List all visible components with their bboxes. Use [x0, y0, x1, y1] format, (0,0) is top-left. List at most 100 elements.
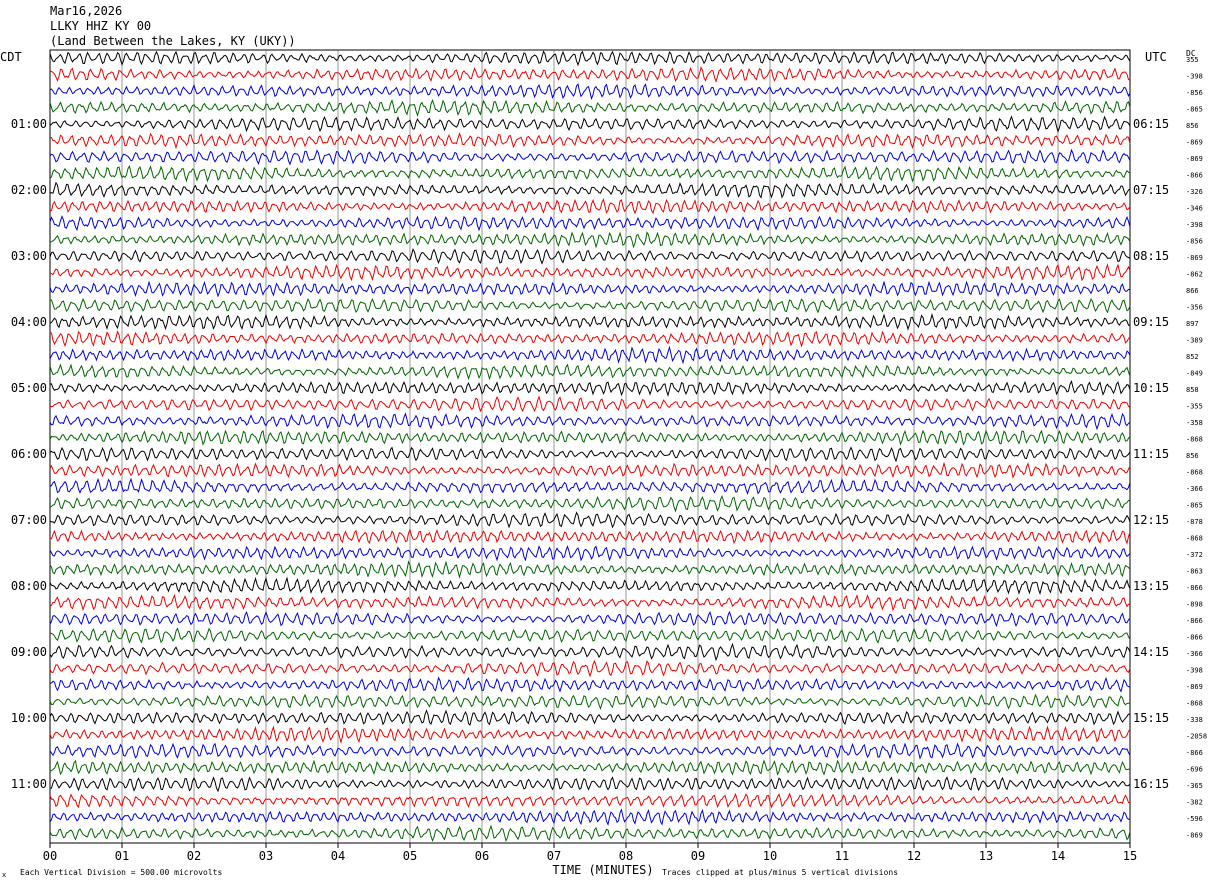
dc-offset-label: -868	[1186, 436, 1203, 444]
trace	[49, 412, 1131, 431]
x-axis-title: TIME (MINUTES)	[552, 863, 653, 877]
right-hour-label: 15:15	[1133, 711, 1169, 725]
minute-gridlines	[121, 50, 1059, 843]
trace	[49, 495, 1130, 513]
x-tick-label: 13	[979, 849, 993, 863]
trace	[49, 824, 1131, 843]
station-label: LLKY HHZ KY 00	[50, 19, 152, 33]
footer-scale-note: Each Vertical Division = 500.00 microvol…	[20, 868, 222, 877]
dc-offset-label: -866	[1186, 617, 1203, 625]
dc-offset-label: 852	[1186, 353, 1199, 361]
x-tick-label: 08	[619, 849, 633, 863]
footer-mark: x	[2, 871, 6, 879]
x-tick-label: 03	[259, 849, 273, 863]
x-tick-label: 05	[403, 849, 417, 863]
x-tick-label: 06	[475, 849, 489, 863]
dc-offset-label: -856	[1186, 238, 1203, 246]
right-hour-label: 07:15	[1133, 183, 1169, 197]
trace	[49, 545, 1131, 562]
trace	[49, 560, 1131, 579]
trace	[49, 330, 1131, 348]
dc-offset-label: -398	[1186, 73, 1203, 81]
trace	[49, 181, 1131, 199]
left-hour-label: 08:00	[11, 579, 47, 593]
right-hour-label: 08:15	[1133, 249, 1169, 263]
dc-offset-label: 856	[1186, 452, 1199, 460]
dc-offset-label: -863	[1186, 568, 1203, 576]
left-hour-label: 04:00	[11, 315, 47, 329]
dc-offset-label: -696	[1186, 766, 1203, 774]
dc-offset-label: -866	[1186, 749, 1203, 757]
trace	[49, 231, 1131, 249]
right-hour-label: 10:15	[1133, 381, 1169, 395]
dc-offset-label: -856	[1186, 89, 1203, 97]
left-timezone-label: CDT	[0, 50, 22, 64]
left-hour-label: 10:00	[11, 711, 47, 725]
dc-offset-label: -398	[1186, 667, 1203, 675]
trace	[49, 345, 1131, 365]
dc-offset-label: -346	[1186, 205, 1203, 213]
dc-offset-label: -898	[1186, 601, 1203, 609]
right-timezone-label: UTC	[1145, 50, 1167, 64]
trace	[49, 297, 1131, 314]
dc-offset-label: 858	[1186, 386, 1199, 394]
axis-labels: 00 01 02 03 04 05 06 07 08 09 10 11 12 13 14 15 355 -398 -…	[0, 49, 1207, 879]
dc-offset-label: -868	[1186, 535, 1203, 543]
left-hour-label: 11:00	[11, 777, 47, 791]
left-hour-label: 05:00	[11, 381, 47, 395]
trace	[49, 725, 1131, 744]
trace	[49, 776, 1131, 793]
dc-header-label: DC	[1186, 49, 1196, 58]
trace	[49, 280, 1130, 298]
dc-offset-label: -366	[1186, 650, 1203, 658]
dc-offset-label: -596	[1186, 815, 1203, 823]
dc-offset-label: -849	[1186, 370, 1203, 378]
x-tick-label: 02	[187, 849, 201, 863]
dc-offset-label: 897	[1186, 320, 1199, 328]
trace	[49, 709, 1130, 726]
trace	[49, 99, 1131, 117]
dc-offset-label: -366	[1186, 485, 1203, 493]
trace	[49, 132, 1131, 150]
left-hour-label: 09:00	[11, 645, 47, 659]
dc-offset-label: -338	[1186, 716, 1203, 724]
dc-offset-label: -382	[1186, 799, 1203, 807]
dc-offset-label: -866	[1186, 172, 1203, 180]
dc-offset-label: 866	[1186, 287, 1199, 295]
trace	[49, 363, 1131, 381]
dc-offset-label: -866	[1186, 634, 1203, 642]
seismic-traces	[49, 49, 1131, 843]
trace	[49, 792, 1130, 809]
left-hour-label: 01:00	[11, 117, 47, 131]
trace	[49, 248, 1131, 265]
right-hour-label: 14:15	[1133, 645, 1169, 659]
trace	[49, 263, 1131, 282]
dc-offset-label: -869	[1186, 832, 1203, 840]
plot-frame	[49, 49, 1131, 844]
trace	[49, 165, 1131, 183]
footer-clip-note: Traces clipped at plus/minus 5 vertical …	[662, 868, 898, 877]
trace	[49, 148, 1131, 166]
dc-offset-label: -878	[1186, 518, 1203, 526]
dc-offset-label: -398	[1186, 221, 1203, 229]
left-hour-label: 07:00	[11, 513, 47, 527]
right-hour-label: 09:15	[1133, 315, 1169, 329]
trace	[49, 313, 1130, 331]
x-tick-label: 11	[835, 849, 849, 863]
trace	[50, 528, 1131, 545]
trace	[49, 511, 1131, 529]
x-tick-label: 10	[763, 849, 777, 863]
left-hour-label: 02:00	[11, 183, 47, 197]
trace	[49, 693, 1131, 711]
x-tick-label: 14	[1051, 849, 1065, 863]
dc-offset-label: -358	[1186, 419, 1203, 427]
date-label: Mar16,2026	[50, 4, 123, 18]
trace	[49, 676, 1131, 694]
left-hour-label: 03:00	[11, 249, 47, 263]
dc-offset-label: 856	[1186, 122, 1199, 130]
left-hour-label: 06:00	[11, 447, 47, 461]
x-tick-label: 12	[907, 849, 921, 863]
x-tick-label: 07	[547, 849, 561, 863]
trace	[49, 477, 1131, 496]
right-hour-label: 12:15	[1133, 513, 1169, 527]
